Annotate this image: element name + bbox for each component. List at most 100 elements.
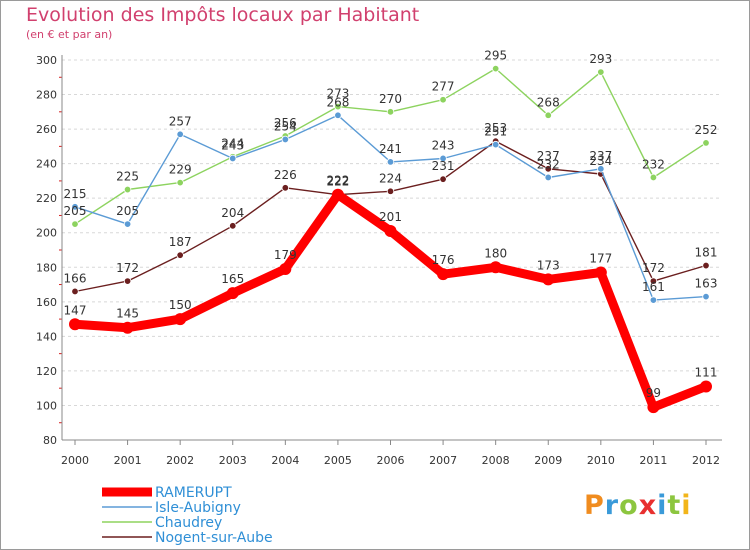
legend-label: Nogent-sur-Aube: [155, 530, 273, 546]
x-tick-label: 2002: [166, 454, 194, 467]
data-label: 243: [221, 138, 244, 152]
x-tick-label: 2010: [587, 454, 615, 467]
data-label: 234: [589, 154, 612, 168]
x-tick-label: 2001: [114, 454, 142, 467]
data-label: 251: [484, 125, 507, 139]
data-point: [123, 185, 132, 194]
data-point: [71, 203, 79, 211]
data-point: [649, 173, 658, 182]
y-tick-label: 280: [36, 89, 57, 102]
data-point: [597, 68, 605, 76]
data-point: [69, 318, 81, 331]
data-point: [702, 261, 710, 270]
data-point: [700, 380, 712, 393]
data-label: 252: [695, 123, 718, 137]
logo-letter: r: [604, 490, 620, 521]
data-label: 226: [274, 168, 297, 182]
data-label: 295: [484, 49, 507, 63]
data-label: 244: [221, 137, 244, 151]
y-tick-label: 160: [36, 296, 57, 309]
legend-item: Chaudrey: [102, 515, 222, 531]
axes: 80 100 120 140 160 180 200 220 240 260 280 300 2000 2…: [36, 54, 722, 467]
y-tick-label: 260: [36, 123, 57, 136]
data-point: [386, 187, 395, 195]
data-point: [71, 220, 79, 228]
data-point: [386, 158, 395, 166]
x-tick-label: 2007: [429, 454, 457, 467]
data-label: 205: [64, 204, 87, 218]
data-label: 177: [589, 251, 612, 265]
data-label: 99: [646, 386, 661, 400]
legend-item: RAMERUPT: [102, 485, 232, 501]
y-tick-label: 220: [36, 192, 57, 205]
data-point: [226, 287, 239, 300]
data-label: 204: [221, 206, 244, 220]
data-point: [649, 296, 658, 304]
logo-letter: o: [619, 490, 639, 521]
data-point: [542, 273, 555, 286]
data-point: [176, 178, 184, 187]
data-point: [597, 165, 605, 173]
data-label: 173: [537, 258, 560, 272]
data-point: [123, 220, 132, 228]
data-label: 205: [116, 204, 139, 218]
data-point: [594, 266, 607, 279]
data-label: 150: [169, 298, 192, 312]
data-label: 224: [379, 171, 402, 185]
proxiti-logo: Proxiti: [584, 490, 692, 521]
data-point: [123, 277, 132, 285]
data-label: 172: [116, 261, 139, 275]
data-label: 231: [432, 159, 455, 173]
data-label: 111: [695, 365, 718, 379]
data-label: 243: [432, 138, 455, 152]
data-label: 181: [695, 246, 718, 260]
logo-letter: P: [584, 490, 605, 521]
logo-letter: x: [638, 490, 658, 521]
data-label: 257: [169, 114, 192, 128]
data-label: 147: [64, 303, 87, 317]
data-label: 180: [484, 246, 507, 260]
chart-subtitle: (en € et par an): [26, 28, 113, 41]
data-point: [649, 277, 658, 285]
data-label: 165: [221, 272, 244, 286]
data-label: 254: [274, 119, 297, 133]
data-point: [544, 165, 552, 173]
data-point: [121, 321, 134, 334]
data-point: [176, 130, 184, 138]
data-label: 187: [169, 235, 192, 249]
data-point: [439, 96, 447, 104]
data-label: 277: [432, 80, 455, 94]
y-tick-label: 300: [36, 54, 57, 67]
data-label: 270: [379, 92, 402, 106]
x-tick-label: 2006: [377, 454, 405, 467]
data-point: [439, 154, 447, 163]
data-point: [437, 268, 450, 281]
data-label: 201: [379, 210, 402, 224]
data-label: 229: [169, 163, 192, 177]
data-point: [281, 184, 290, 192]
data-point: [647, 401, 660, 414]
data-label: 241: [379, 142, 402, 156]
data-label: 253: [484, 121, 507, 135]
logo-letter: i: [681, 490, 692, 521]
data-label: 215: [64, 187, 87, 201]
data-point: [702, 292, 710, 301]
data-label: 179: [274, 248, 297, 262]
y-tick-label: 120: [36, 365, 57, 378]
data-label: 273: [326, 87, 349, 101]
x-tick-label: 2012: [692, 454, 720, 467]
data-label: 225: [116, 170, 139, 184]
legend-item: Nogent-sur-Aube: [102, 530, 273, 546]
logo-letter: i: [657, 490, 668, 521]
data-label: 232: [537, 157, 560, 171]
x-tick-label: 2011: [639, 454, 667, 467]
data-point: [439, 175, 447, 183]
logo-letter: t: [667, 490, 682, 521]
legend: RAMERUPTIsle-AubignyChaudreyNogent-sur-A…: [102, 485, 273, 546]
data-point: [331, 188, 344, 201]
data-point: [176, 251, 184, 259]
y-tick-label: 140: [36, 330, 57, 343]
data-point: [544, 173, 552, 182]
data-label: 222: [326, 175, 349, 189]
